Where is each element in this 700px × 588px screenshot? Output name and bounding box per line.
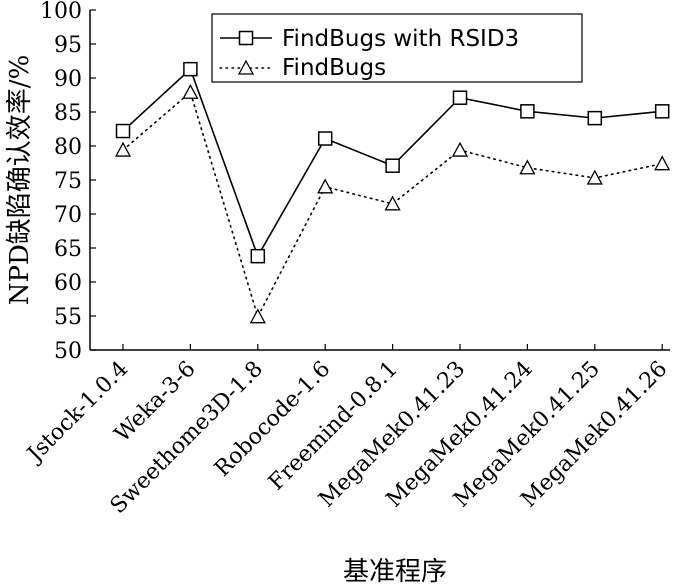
data-point-square bbox=[452, 90, 468, 105]
y-tick-label: 60 bbox=[54, 271, 82, 296]
data-point-triangle bbox=[519, 159, 536, 175]
data-point-triangle bbox=[182, 83, 199, 99]
y-tick-label: 100 bbox=[40, 0, 82, 24]
data-point-triangle bbox=[654, 155, 671, 171]
legend-label-rsid3: FindBugs with RSID3 bbox=[282, 26, 519, 52]
data-point-triangle bbox=[451, 141, 469, 157]
legend-marker-triangle bbox=[237, 59, 255, 75]
y-tick-label: 80 bbox=[54, 135, 82, 160]
data-point-square bbox=[587, 110, 603, 126]
data-point-triangle bbox=[317, 178, 334, 194]
y-tick-label: 65 bbox=[54, 237, 82, 262]
legend-label-findbugs: FindBugs bbox=[282, 55, 386, 81]
y-tick-label: 90 bbox=[54, 67, 82, 92]
y-tick-label: 75 bbox=[54, 169, 82, 194]
y-axis-label: NPD缺陷确认效率/% bbox=[5, 55, 35, 306]
data-point-square bbox=[183, 61, 198, 77]
x-axis-label: 基准程序 bbox=[343, 557, 447, 587]
data-point-triangle bbox=[114, 141, 132, 157]
data-point-square bbox=[520, 104, 535, 119]
legend-box bbox=[211, 13, 583, 83]
y-tick-label: 85 bbox=[54, 101, 82, 126]
data-point-square bbox=[385, 158, 400, 173]
data-point-triangle bbox=[249, 308, 266, 324]
data-point-square bbox=[115, 123, 131, 139]
x-tick-label: Robocode-1.6 bbox=[210, 357, 335, 482]
data-point-triangle bbox=[384, 195, 401, 211]
x-ticks: Jstock-1.0.4Weka-3-6Sweethome3D-1.8Roboc… bbox=[22, 344, 672, 519]
data-point-triangle bbox=[586, 169, 603, 185]
y-ticks: 50 55 60 65 70 75 80 85 90 95 100 bbox=[40, 0, 96, 364]
legend-marker-square bbox=[238, 30, 254, 46]
legend: FindBugs with RSID3 FindBugs bbox=[211, 13, 583, 83]
series-layer bbox=[114, 61, 671, 324]
y-tick-label: 70 bbox=[54, 203, 82, 228]
series-line-1 bbox=[122, 90, 664, 319]
data-point-square bbox=[250, 248, 266, 264]
x-tick-label: Jstock-1.0.4 bbox=[22, 357, 134, 469]
data-point-square bbox=[654, 104, 670, 119]
y-tick-label: 55 bbox=[54, 305, 82, 330]
y-tick-label: 50 bbox=[54, 339, 82, 364]
y-tick-label: 95 bbox=[54, 33, 82, 58]
data-point-square bbox=[317, 131, 333, 146]
